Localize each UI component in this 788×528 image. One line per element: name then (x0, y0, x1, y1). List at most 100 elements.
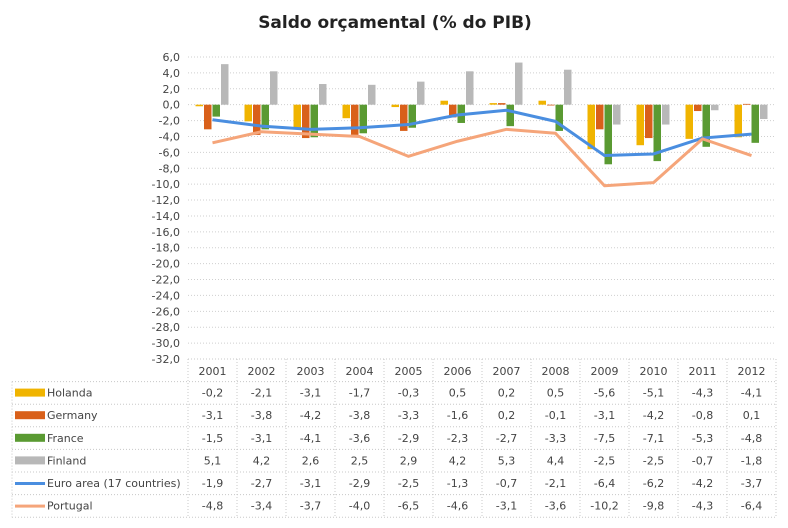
table-header-year: 2012 (738, 365, 766, 378)
y-tick-label: -4,0 (159, 130, 180, 143)
table-header-year: 2009 (591, 365, 619, 378)
table-cell: -1,5 (202, 432, 223, 445)
table-cell: -2,9 (349, 477, 370, 490)
bar-finland (270, 71, 278, 105)
y-tick-label: -30,0 (152, 337, 180, 350)
table-cell: -4,1 (741, 387, 762, 400)
legend-key-line (15, 482, 45, 485)
table-cell: -3,6 (349, 432, 370, 445)
bar-holanda (587, 104, 595, 150)
table-cell: 0,5 (547, 387, 565, 400)
bar-germany (400, 104, 408, 131)
y-tick-label: -8,0 (159, 162, 180, 175)
bar-finland (368, 84, 376, 105)
y-tick-label: 4,0 (163, 67, 181, 80)
table-cell: -4,2 (643, 409, 664, 422)
table-cell: -7,1 (643, 432, 664, 445)
y-tick-label: -28,0 (152, 321, 180, 334)
table-cell: 2,5 (351, 454, 369, 467)
table-cell: -3,1 (300, 477, 321, 490)
bar-germany (596, 104, 604, 130)
table-cell: -2,7 (496, 432, 517, 445)
bar-france (408, 104, 416, 128)
table-header-year: 2008 (542, 365, 570, 378)
legend-label: France (47, 432, 84, 445)
table-cell: 2,6 (302, 454, 320, 467)
table-cell: -4,3 (692, 500, 713, 513)
table-cell: -0,7 (692, 454, 713, 467)
legend-label: Euro area (17 countries) (47, 477, 181, 490)
line-euro (212, 108, 752, 158)
table-cell: -4,2 (300, 409, 321, 422)
legend-key-france (15, 433, 45, 442)
y-tick-label: -32,0 (152, 353, 180, 366)
bar-finland (515, 62, 523, 105)
y-tick-label: 0,0 (163, 99, 181, 112)
y-tick-label: -16,0 (152, 226, 180, 239)
table-cell: 2,9 (400, 454, 418, 467)
bar-finland (613, 104, 621, 125)
table-cell: -2,9 (398, 432, 419, 445)
bar-germany (351, 104, 359, 135)
legend-key-line (15, 504, 45, 508)
legend-label: Portugal (47, 500, 93, 513)
bar-finland (662, 104, 670, 125)
bar-germany (743, 103, 751, 105)
y-tick-label: 6,0 (163, 51, 181, 64)
table-cell: -3,6 (545, 500, 566, 513)
table-cell: -2,7 (251, 477, 272, 490)
table-cell: -0,2 (202, 387, 223, 400)
table-cell: -0,7 (496, 477, 517, 490)
table-header-year: 2005 (395, 365, 423, 378)
bar-france (310, 104, 318, 138)
y-tick-label: -24,0 (152, 289, 180, 302)
table-cell: -3,1 (594, 409, 615, 422)
bar-holanda (636, 104, 644, 146)
y-tick-label: -14,0 (152, 210, 180, 223)
bar-france (212, 104, 220, 117)
table-cell: 0,5 (449, 387, 467, 400)
bar-france (555, 104, 563, 131)
bar-germany (253, 104, 261, 135)
bar-france (751, 104, 759, 143)
table-cell: 0,2 (498, 387, 516, 400)
table-cell: -1,7 (349, 387, 370, 400)
table-cell: -4,0 (349, 500, 370, 513)
bar-france (653, 104, 661, 162)
table-cell: -0,1 (545, 409, 566, 422)
table-cell: -3,1 (251, 432, 272, 445)
table-cell: -1,8 (741, 454, 762, 467)
table-cell: -1,3 (447, 477, 468, 490)
bar-finland (711, 104, 719, 111)
bar-finland (466, 71, 474, 105)
table-cell: -5,6 (594, 387, 615, 400)
bar-finland (221, 64, 229, 105)
table-cell: -4,8 (202, 500, 223, 513)
table-cell: -3,7 (300, 500, 321, 513)
table-cell: -4,1 (300, 432, 321, 445)
table-cell: -2,3 (447, 432, 468, 445)
y-tick-label: -26,0 (152, 305, 180, 318)
table-cell: -10,2 (590, 500, 618, 513)
table-cell: -2,5 (594, 454, 615, 467)
table-cell: -2,5 (643, 454, 664, 467)
table-cell: 4,2 (253, 454, 271, 467)
bar-germany (645, 104, 653, 139)
table-header-year: 2001 (199, 365, 227, 378)
table-cell: -6,4 (594, 477, 615, 490)
table-header-year: 2004 (346, 365, 374, 378)
bar-germany (449, 104, 457, 118)
legend-key-holanda (15, 388, 45, 397)
table-cell: -6,4 (741, 500, 762, 513)
table-header-year: 2010 (640, 365, 668, 378)
bar-france (702, 104, 710, 147)
table-cell: -1,6 (447, 409, 468, 422)
y-tick-label: 2,0 (163, 83, 181, 96)
legend-key-finland (15, 456, 45, 465)
table-cell: -2,1 (251, 387, 272, 400)
bar-germany (204, 104, 212, 130)
bar-finland (417, 81, 425, 105)
y-tick-label: -2,0 (159, 115, 180, 128)
table-cell: -3,3 (398, 409, 419, 422)
